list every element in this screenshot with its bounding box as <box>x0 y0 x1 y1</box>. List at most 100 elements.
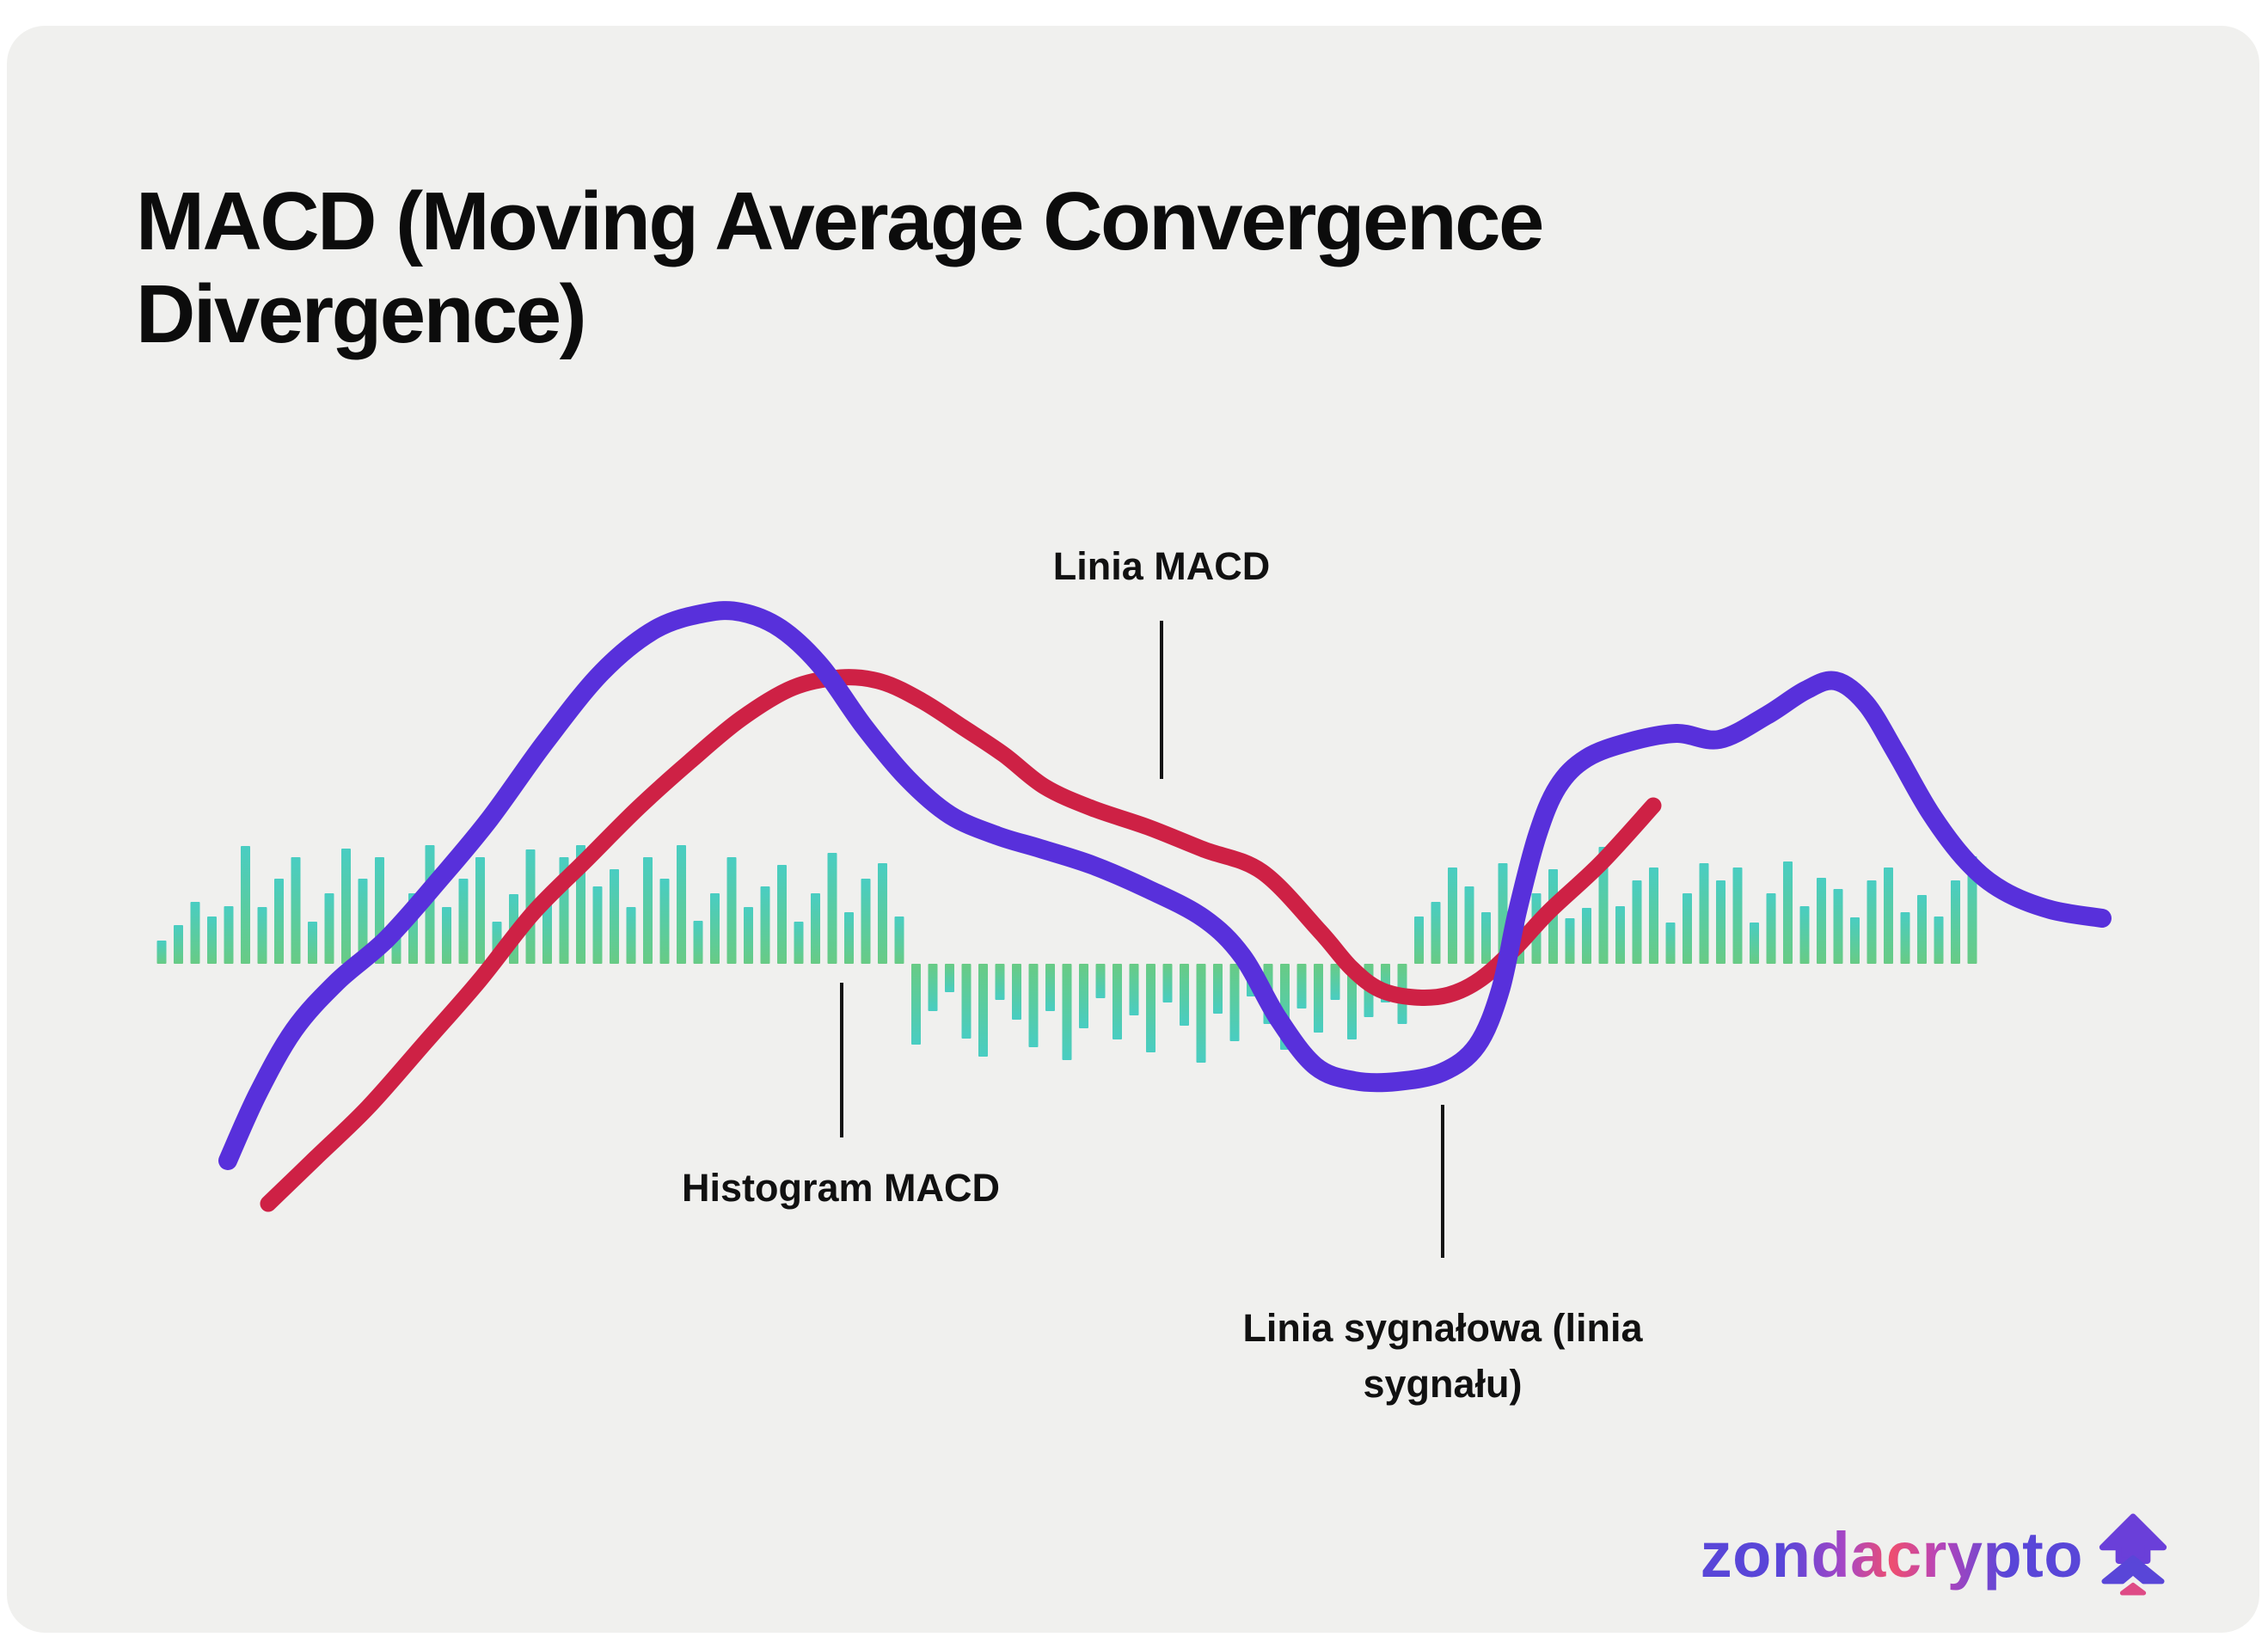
histogram-bar <box>928 964 938 1011</box>
histogram-bar <box>308 922 317 964</box>
histogram-bar <box>1632 880 1642 964</box>
histogram-bar <box>1833 889 1843 964</box>
histogram-bar <box>1683 893 1692 964</box>
histogram-bar <box>241 846 250 964</box>
histogram-bar <box>190 902 200 964</box>
histogram-bar <box>1196 964 1206 1063</box>
histogram-bar <box>961 964 972 1039</box>
histogram-bar <box>1649 867 1658 964</box>
histogram-bar <box>1095 964 1106 998</box>
histogram-bar <box>1431 902 1441 964</box>
histogram-bar <box>1314 964 1323 1033</box>
histogram-bar <box>693 921 703 964</box>
histogram-bar <box>1934 917 1944 964</box>
histogram-bar <box>1900 912 1910 964</box>
histogram-bar <box>995 964 1005 1000</box>
histogram-bar <box>341 849 351 964</box>
histogram-bar <box>1028 964 1039 1047</box>
zondacrypto-tree-icon <box>2099 1513 2167 1596</box>
histogram-bar <box>1783 861 1793 964</box>
histogram-bar <box>777 865 787 964</box>
histogram-bar <box>1817 878 1826 964</box>
histogram-bar <box>978 964 988 1057</box>
histogram-bar <box>1766 893 1776 964</box>
histogram-bar <box>911 964 921 1045</box>
histogram-bar <box>811 893 820 964</box>
histogram-bar <box>1732 867 1743 964</box>
histogram-bar <box>1951 880 1960 964</box>
histogram-bar <box>1850 917 1860 964</box>
histogram-bar <box>794 922 804 964</box>
histogram-bar <box>1699 863 1709 964</box>
histogram-bar <box>677 845 686 964</box>
histogram-bar <box>827 853 837 964</box>
histogram-bar <box>291 857 301 964</box>
histogram-bar <box>475 857 485 964</box>
histogram-bar <box>744 907 753 964</box>
histogram-bar <box>592 886 603 964</box>
callout-macd-line: Linia MACD <box>1052 544 1271 588</box>
histogram-bar <box>1129 964 1139 1015</box>
histogram-bar <box>1799 906 1810 964</box>
histogram-bar <box>610 869 619 964</box>
histogram-bar <box>274 879 284 964</box>
histogram-bar <box>1582 908 1591 964</box>
histogram-bar <box>1330 964 1340 1000</box>
signal-line <box>218 601 2112 1170</box>
histogram-bar <box>1213 964 1223 1014</box>
histogram-bar <box>878 863 887 964</box>
histogram-bar <box>1146 964 1155 1052</box>
histogram-bar <box>861 879 871 964</box>
histogram-bar <box>1750 923 1759 964</box>
callout-pointer-lines <box>840 621 1444 1258</box>
histogram-bar <box>1967 856 1977 964</box>
histogram-bar <box>1229 964 1240 1041</box>
histogram-bar <box>174 925 183 964</box>
histogram-bar <box>1045 964 1055 1011</box>
histogram-bar <box>1481 912 1491 964</box>
histogram-bar <box>1296 964 1307 1008</box>
histogram-bar <box>1867 880 1877 964</box>
histogram-bar <box>710 893 720 964</box>
histogram-bar <box>643 857 653 964</box>
histogram-bar <box>1062 964 1072 1060</box>
callout-histogram: Histogram MACD <box>681 1166 1001 1210</box>
macd-line <box>260 669 1662 1212</box>
histogram-bar <box>1615 906 1625 964</box>
histogram-bar <box>324 893 334 964</box>
histogram-bar <box>224 906 234 964</box>
histogram-bar <box>1884 867 1893 964</box>
histogram-bar <box>1162 964 1173 1002</box>
page-title: MACD (Moving Average Convergence Diverge… <box>136 175 1544 360</box>
histogram-bar <box>726 857 737 964</box>
histogram-bar <box>1716 880 1726 964</box>
histogram-bar <box>257 907 267 964</box>
histogram-bar <box>1598 847 1609 964</box>
histogram-bar <box>1012 964 1021 1020</box>
callout-signal-line: Linia sygnałowa (linia sygnału) <box>1242 1306 1643 1407</box>
histogram-bar <box>1180 964 1189 1026</box>
histogram-bar <box>844 912 854 964</box>
histogram-bar <box>458 879 469 964</box>
histogram-bar <box>1414 917 1424 964</box>
histogram-bar <box>442 907 451 964</box>
histogram-bar <box>945 964 954 992</box>
histogram-bar <box>1113 964 1122 1039</box>
histogram-bar <box>894 917 904 964</box>
histogram-bar <box>760 886 770 964</box>
zondacrypto-logo-text: zondacrypto <box>1700 1518 2083 1591</box>
histogram-bar <box>1448 867 1457 964</box>
histogram-bar <box>626 907 636 964</box>
histogram-bar <box>1565 918 1575 964</box>
histogram-bar <box>358 879 368 964</box>
zondacrypto-logo: zondacrypto <box>1701 1513 2169 1596</box>
histogram-bar <box>1917 895 1927 964</box>
histogram-bar <box>1665 923 1676 964</box>
histogram-bar <box>542 904 552 964</box>
histogram-bar <box>1464 886 1474 964</box>
indicator-lines <box>218 601 2112 1212</box>
histogram-bar <box>1079 964 1088 1028</box>
histogram-bar <box>156 941 167 964</box>
